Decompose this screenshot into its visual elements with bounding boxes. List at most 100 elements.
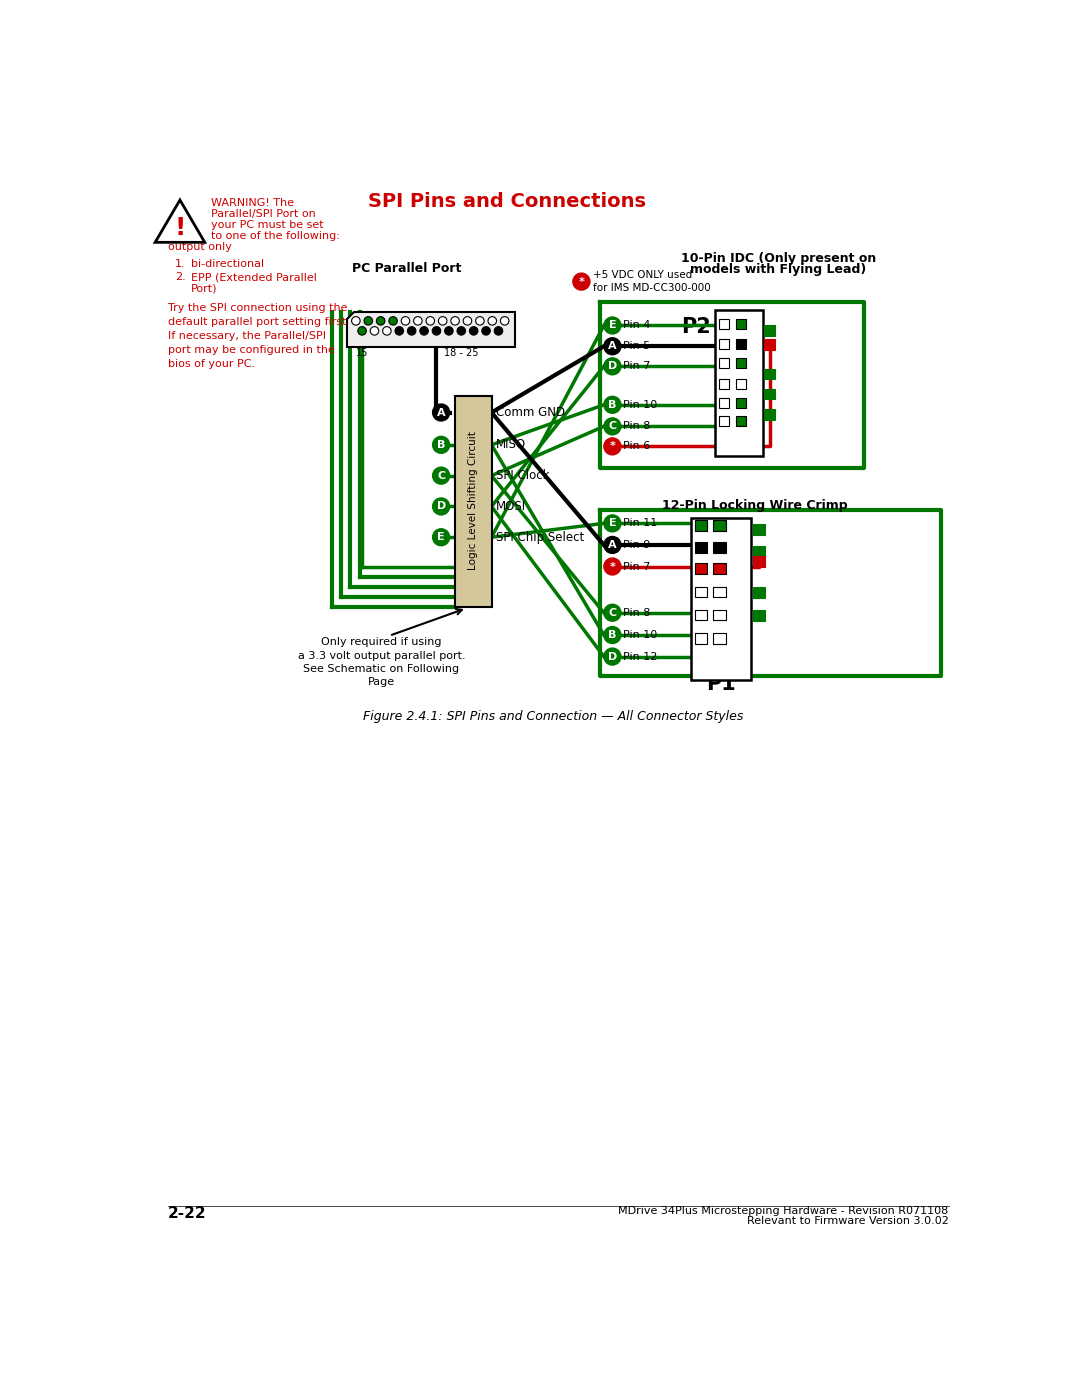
- Text: B: B: [437, 440, 445, 450]
- Text: SPI Clock: SPI Clock: [496, 469, 550, 482]
- Circle shape: [500, 317, 509, 326]
- Polygon shape: [156, 200, 205, 242]
- Bar: [737, 416, 746, 426]
- Circle shape: [357, 327, 366, 335]
- Bar: [765, 339, 775, 351]
- Text: P1: P1: [706, 673, 737, 693]
- Text: *: *: [609, 562, 616, 571]
- Bar: [694, 563, 707, 574]
- Text: Pin 10: Pin 10: [623, 400, 658, 409]
- Text: Try the SPI connection using the
default parallel port setting first.
If necessa: Try the SPI connection using the default…: [167, 303, 350, 369]
- Text: 18 - 25: 18 - 25: [444, 348, 478, 358]
- Bar: [718, 416, 729, 426]
- Text: E: E: [609, 518, 617, 528]
- Bar: [753, 587, 765, 598]
- Text: Comm GND: Comm GND: [496, 407, 565, 419]
- Text: SPI Pins and Connections: SPI Pins and Connections: [367, 193, 646, 211]
- Text: D: D: [436, 502, 446, 511]
- Text: E: E: [609, 320, 617, 331]
- Circle shape: [495, 327, 502, 335]
- Circle shape: [450, 317, 459, 326]
- Bar: [718, 379, 729, 388]
- Text: Pin 6: Pin 6: [623, 441, 650, 451]
- Text: Figure 2.4.1: SPI Pins and Connection — All Connector Styles: Figure 2.4.1: SPI Pins and Connection — …: [363, 711, 744, 724]
- Bar: [691, 518, 751, 680]
- Bar: [713, 633, 726, 644]
- Bar: [694, 609, 707, 620]
- Circle shape: [420, 327, 429, 335]
- Bar: [737, 379, 746, 388]
- Bar: [737, 338, 746, 349]
- Bar: [713, 609, 726, 620]
- Circle shape: [470, 327, 478, 335]
- Bar: [753, 610, 765, 622]
- Text: Pin 7: Pin 7: [623, 562, 650, 571]
- Circle shape: [445, 327, 454, 335]
- Text: output only: output only: [167, 242, 231, 251]
- Text: WARNING! The: WARNING! The: [211, 198, 294, 208]
- Bar: [737, 320, 746, 330]
- Text: Relevant to Firmware Version 3.0.02: Relevant to Firmware Version 3.0.02: [747, 1215, 948, 1227]
- Bar: [737, 398, 746, 408]
- Bar: [713, 520, 726, 531]
- Circle shape: [433, 404, 449, 420]
- Text: Port): Port): [191, 284, 217, 293]
- Bar: [718, 338, 729, 349]
- Circle shape: [604, 437, 621, 455]
- Text: 2: 2: [365, 314, 372, 324]
- Circle shape: [395, 327, 404, 335]
- Circle shape: [364, 317, 373, 326]
- Text: Pin 4: Pin 4: [623, 320, 650, 331]
- Circle shape: [433, 497, 449, 515]
- Text: B: B: [608, 630, 617, 640]
- Circle shape: [463, 317, 472, 326]
- Circle shape: [488, 317, 497, 326]
- Text: Pin 8: Pin 8: [623, 422, 650, 432]
- Text: E: E: [437, 532, 445, 542]
- Text: EPP (Extended Parallel: EPP (Extended Parallel: [191, 272, 316, 282]
- Bar: [737, 358, 746, 367]
- Bar: [713, 587, 726, 598]
- Text: B: B: [608, 400, 617, 409]
- Text: MISO: MISO: [496, 439, 526, 451]
- Bar: [718, 320, 729, 330]
- Bar: [765, 324, 775, 335]
- Circle shape: [382, 327, 391, 335]
- Circle shape: [604, 627, 621, 644]
- Circle shape: [433, 467, 449, 485]
- Circle shape: [389, 317, 397, 326]
- Polygon shape: [347, 313, 515, 346]
- Text: C: C: [608, 422, 617, 432]
- Text: Parallel/SPI Port on: Parallel/SPI Port on: [211, 210, 315, 219]
- Text: A: A: [608, 539, 617, 550]
- Circle shape: [604, 317, 621, 334]
- Text: 10-Pin IDC (Only present on: 10-Pin IDC (Only present on: [680, 253, 876, 265]
- Circle shape: [407, 327, 416, 335]
- Circle shape: [604, 648, 621, 665]
- Circle shape: [457, 327, 465, 335]
- Text: 15: 15: [356, 348, 368, 358]
- Text: Pin 10: Pin 10: [623, 630, 658, 640]
- Bar: [718, 358, 729, 367]
- Text: Pin 8: Pin 8: [623, 608, 650, 617]
- Circle shape: [572, 274, 590, 291]
- Circle shape: [401, 317, 409, 326]
- Bar: [713, 563, 726, 574]
- Circle shape: [433, 529, 449, 546]
- Text: 12-Pin Locking Wire Crimp: 12-Pin Locking Wire Crimp: [662, 499, 848, 511]
- Bar: [694, 520, 707, 531]
- Text: Logic Level Shifting Circuit: Logic Level Shifting Circuit: [469, 432, 478, 570]
- Circle shape: [438, 317, 447, 326]
- Text: 2-22: 2-22: [167, 1206, 206, 1221]
- Text: MOSI: MOSI: [496, 500, 526, 513]
- Circle shape: [604, 536, 621, 553]
- Text: 2.: 2.: [175, 272, 186, 282]
- Text: *: *: [579, 277, 584, 286]
- Bar: [694, 587, 707, 598]
- Bar: [455, 395, 491, 606]
- Text: 4: 4: [390, 314, 396, 324]
- Bar: [765, 409, 775, 420]
- Text: MDrive 34Plus Microstepping Hardware - Revision R071108: MDrive 34Plus Microstepping Hardware - R…: [619, 1206, 948, 1215]
- Text: bi-directional: bi-directional: [191, 258, 264, 268]
- Circle shape: [604, 557, 621, 576]
